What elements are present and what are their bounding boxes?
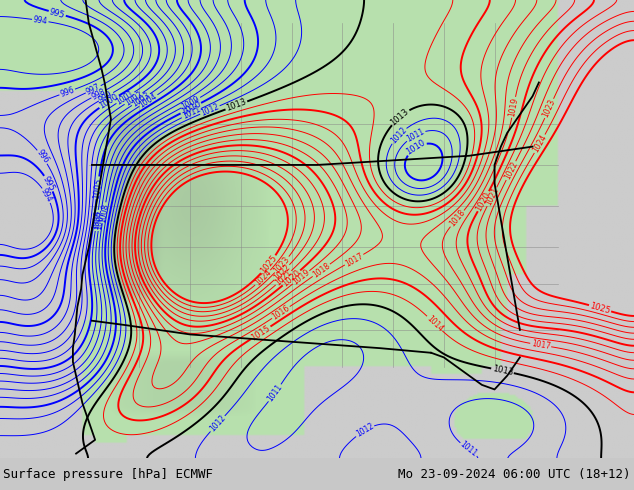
- Text: 1012: 1012: [354, 422, 375, 439]
- Text: 1018: 1018: [448, 208, 467, 229]
- Text: 1012: 1012: [208, 414, 228, 434]
- Text: 1012: 1012: [389, 125, 408, 146]
- Text: 994: 994: [32, 15, 48, 26]
- Text: 997: 997: [85, 82, 102, 97]
- Text: 1007: 1007: [94, 210, 106, 231]
- Text: 995: 995: [48, 7, 66, 20]
- Text: 1017: 1017: [531, 339, 551, 351]
- Text: 999: 999: [98, 89, 115, 104]
- Text: 1003: 1003: [131, 91, 152, 109]
- Text: 1016: 1016: [270, 303, 292, 321]
- Text: 1024: 1024: [531, 133, 548, 154]
- Text: 1024: 1024: [253, 268, 273, 288]
- Text: 1020: 1020: [474, 190, 493, 213]
- Text: 1008: 1008: [98, 202, 110, 223]
- Text: 1011: 1011: [266, 383, 284, 403]
- Text: 1000: 1000: [98, 92, 120, 111]
- Text: 1010: 1010: [404, 138, 427, 157]
- Text: 1004: 1004: [138, 92, 159, 110]
- Text: 1010: 1010: [179, 99, 202, 117]
- Text: 1022: 1022: [503, 160, 519, 181]
- Text: 994: 994: [39, 187, 54, 204]
- Text: 996: 996: [34, 148, 50, 166]
- Text: 1019: 1019: [507, 97, 520, 118]
- Text: 1018: 1018: [311, 261, 332, 279]
- Text: 998: 998: [90, 87, 107, 101]
- Text: 1011: 1011: [458, 440, 479, 459]
- Text: 1025: 1025: [259, 253, 278, 275]
- Text: 1017: 1017: [344, 251, 365, 269]
- Text: 1002: 1002: [123, 90, 144, 108]
- Text: 1013: 1013: [389, 107, 411, 127]
- Text: 1025: 1025: [589, 301, 611, 316]
- Text: 995: 995: [41, 174, 56, 193]
- Text: 1011: 1011: [405, 127, 426, 144]
- Text: 1020: 1020: [281, 268, 302, 288]
- Text: 1009: 1009: [180, 94, 202, 111]
- Text: 996: 996: [59, 85, 75, 99]
- Text: 1005: 1005: [92, 177, 103, 199]
- Text: 1021: 1021: [273, 268, 294, 288]
- Text: 1023: 1023: [541, 98, 557, 119]
- Text: 1023: 1023: [272, 254, 292, 275]
- Text: 1013: 1013: [491, 364, 514, 377]
- Text: 1022: 1022: [272, 263, 292, 282]
- Text: 1015: 1015: [250, 323, 272, 342]
- Text: 1006: 1006: [91, 210, 103, 231]
- Text: 1021: 1021: [484, 186, 500, 207]
- Text: 1011: 1011: [181, 105, 202, 122]
- Text: 1012: 1012: [199, 102, 221, 118]
- Text: 1001: 1001: [115, 89, 136, 107]
- Text: Mo 23-09-2024 06:00 UTC (18+12): Mo 23-09-2024 06:00 UTC (18+12): [398, 467, 631, 481]
- Text: 1014: 1014: [425, 314, 444, 334]
- Text: 1019: 1019: [291, 268, 311, 287]
- Text: Surface pressure [hPa] ECMWF: Surface pressure [hPa] ECMWF: [3, 467, 213, 481]
- Text: 1013: 1013: [225, 98, 248, 113]
